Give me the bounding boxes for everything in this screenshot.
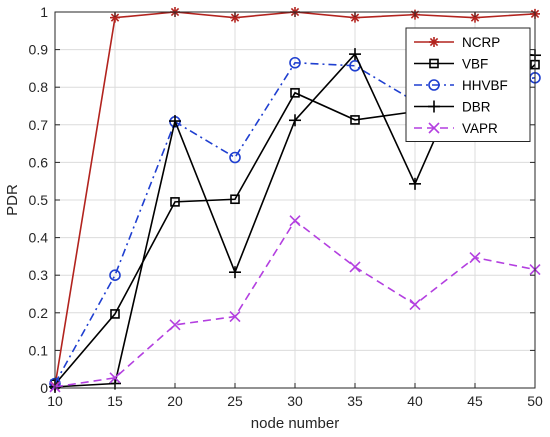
y-tick-label: 0.1 <box>29 342 49 358</box>
legend-entry-hhvbf: HHVBF <box>414 78 508 93</box>
data-point-vbf <box>350 115 360 125</box>
legend-entry-vbf: VBF <box>414 57 488 72</box>
marker-asterisk-d2 <box>110 13 120 22</box>
x-tick-label: 40 <box>407 393 423 409</box>
x-tick-label: 35 <box>347 393 363 409</box>
data-point-dbr <box>169 115 181 128</box>
y-tick-label: 0.6 <box>29 154 49 170</box>
x-tick-label: 25 <box>227 393 243 409</box>
data-point-vapr <box>349 261 361 273</box>
data-point-hhvbf <box>289 56 301 69</box>
legend: NCRP VBF HHVBF DBR VAPR <box>405 27 531 142</box>
marker-circle <box>289 56 301 69</box>
data-point-vapr <box>409 298 421 311</box>
marker-asterisk-d2 <box>230 13 240 22</box>
data-point-vbf <box>230 194 240 205</box>
y-tick-label: 0 <box>40 380 48 396</box>
marker-circle <box>109 269 121 282</box>
legend-marker-vapr <box>428 122 440 134</box>
legend-label-vapr: VAPR <box>462 121 498 136</box>
y-tick-label: 0.4 <box>29 230 49 246</box>
series-line-hhvbf <box>54 61 536 384</box>
x-tick-label: 30 <box>287 393 303 409</box>
legend-label-dbr: DBR <box>462 100 491 115</box>
data-point-vapr <box>109 372 121 384</box>
x-tick-label: 50 <box>527 393 543 409</box>
marker-x-b <box>289 215 301 227</box>
y-tick-label: 1 <box>40 4 48 20</box>
data-point-dbr <box>229 266 241 279</box>
marker-square <box>170 197 180 207</box>
x-axis-label: node number <box>251 415 339 432</box>
marker-x-b <box>409 298 421 311</box>
data-point-hhvbf <box>109 269 121 282</box>
legend-entry-vapr: VAPR <box>414 121 498 136</box>
legend-entry-dbr: DBR <box>414 100 491 115</box>
marker-x-b <box>428 122 440 134</box>
legend-label-hhvbf: HHVBF <box>462 78 508 93</box>
x-tick-label: 45 <box>467 393 483 409</box>
y-tick-label: 0.3 <box>29 267 49 283</box>
y-tick-label: 0.9 <box>29 42 49 58</box>
marker-x-b <box>349 261 361 273</box>
marker-circle <box>229 151 241 164</box>
legend-marker-vbf <box>429 58 439 69</box>
data-point-ncrp <box>110 12 120 23</box>
x-tick-label: 10 <box>47 393 63 409</box>
legend-label-ncrp: NCRP <box>462 35 500 50</box>
data-point-dbr <box>409 177 421 190</box>
y-tick-label: 0.2 <box>29 305 49 321</box>
data-point-vapr <box>169 319 181 331</box>
y-axis-label: PDR <box>4 184 21 216</box>
marker-x-b <box>169 319 181 331</box>
marker-x-b <box>109 372 121 384</box>
y-tick-label: 0.7 <box>29 117 49 133</box>
marker-square <box>429 58 439 69</box>
data-point-ncrp <box>470 12 480 23</box>
legend-marker-ncrp <box>429 37 439 47</box>
legend-label-vbf: VBF <box>462 57 488 72</box>
marker-square <box>230 194 240 205</box>
data-point-vapr <box>469 251 481 264</box>
marker-square <box>290 88 300 98</box>
data-point-dbr <box>289 114 301 127</box>
y-tick-label: 0.5 <box>29 192 49 208</box>
marker-x-b <box>229 310 241 323</box>
marker-asterisk-d2 <box>470 13 480 22</box>
x-tick-label: 15 <box>107 393 123 409</box>
legend-marker-hhvbf <box>428 79 440 91</box>
marker-circle <box>428 79 440 91</box>
data-point-vapr <box>229 310 241 323</box>
marker-x-b <box>469 251 481 264</box>
data-point-vbf <box>110 309 120 319</box>
data-point-vapr <box>289 215 301 227</box>
marker-square <box>110 309 120 319</box>
legend-marker-dbr <box>428 100 440 113</box>
marker-asterisk-d2 <box>350 13 360 22</box>
y-tick-label: 0.8 <box>29 79 49 95</box>
legend-entry-ncrp: NCRP <box>414 35 500 50</box>
data-point-vbf <box>170 197 180 207</box>
data-point-hhvbf <box>229 151 241 164</box>
marker-asterisk-d2 <box>429 37 439 47</box>
axis-ticks: 10 15 20 25 30 35 40 45 50 0 0.1 0.2 0.3 0.4 0.5 0.6 0.7… <box>29 4 543 409</box>
data-point-dbr <box>349 48 361 61</box>
x-tick-label: 20 <box>167 393 183 409</box>
data-point-vbf <box>290 88 300 98</box>
marker-square <box>350 115 360 125</box>
